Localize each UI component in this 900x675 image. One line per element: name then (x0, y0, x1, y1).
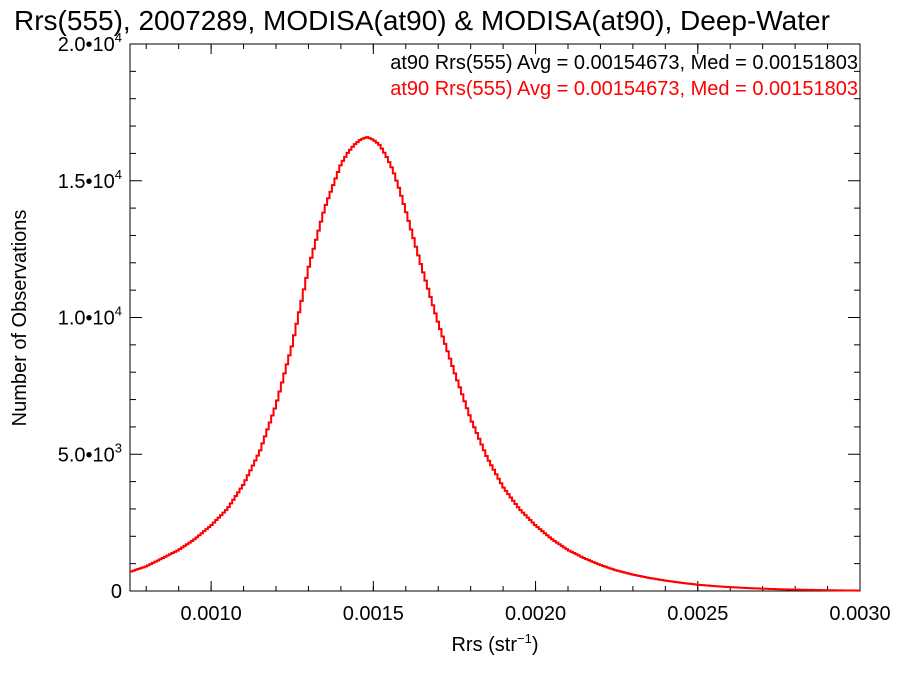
stats-annotation-2: at90 Rrs(555) Avg = 0.00154673, Med = 0.… (390, 78, 858, 100)
y-tick-label: 0 (111, 581, 122, 603)
x-tick-label: 0.0015 (343, 603, 404, 625)
stats-annotation-1: at90 Rrs(555) Avg = 0.00154673, Med = 0.… (390, 52, 858, 74)
y-tick-label: 2.0•104 (58, 30, 122, 56)
x-tick-label: 0.0025 (667, 603, 728, 625)
plot-frame (129, 43, 861, 592)
x-tick-label: 0.0030 (829, 603, 890, 625)
x-tick-label: 0.0010 (181, 603, 242, 625)
y-tick-label: 1.5•104 (58, 167, 122, 193)
x-tick-label: 0.0020 (505, 603, 566, 625)
y-axis-label: Number of Observations (9, 210, 31, 427)
histogram-series-1 (130, 136, 860, 592)
y-axis: 0 5.0•103 1.0•104 1.5•104 2.0•104 (58, 30, 860, 603)
plot-area (130, 136, 860, 592)
y-tick-label: 1.0•104 (58, 304, 122, 330)
x-axis-label: Rrs (str−1) (451, 631, 538, 656)
y-tick-label: 5.0•103 (58, 440, 122, 466)
x-axis: 0.0010 0.0015 0.0020 0.0025 0.0030 (145, 44, 891, 625)
chart-title: Rrs(555), 2007289, MODISA(at90) & MODISA… (14, 5, 830, 36)
